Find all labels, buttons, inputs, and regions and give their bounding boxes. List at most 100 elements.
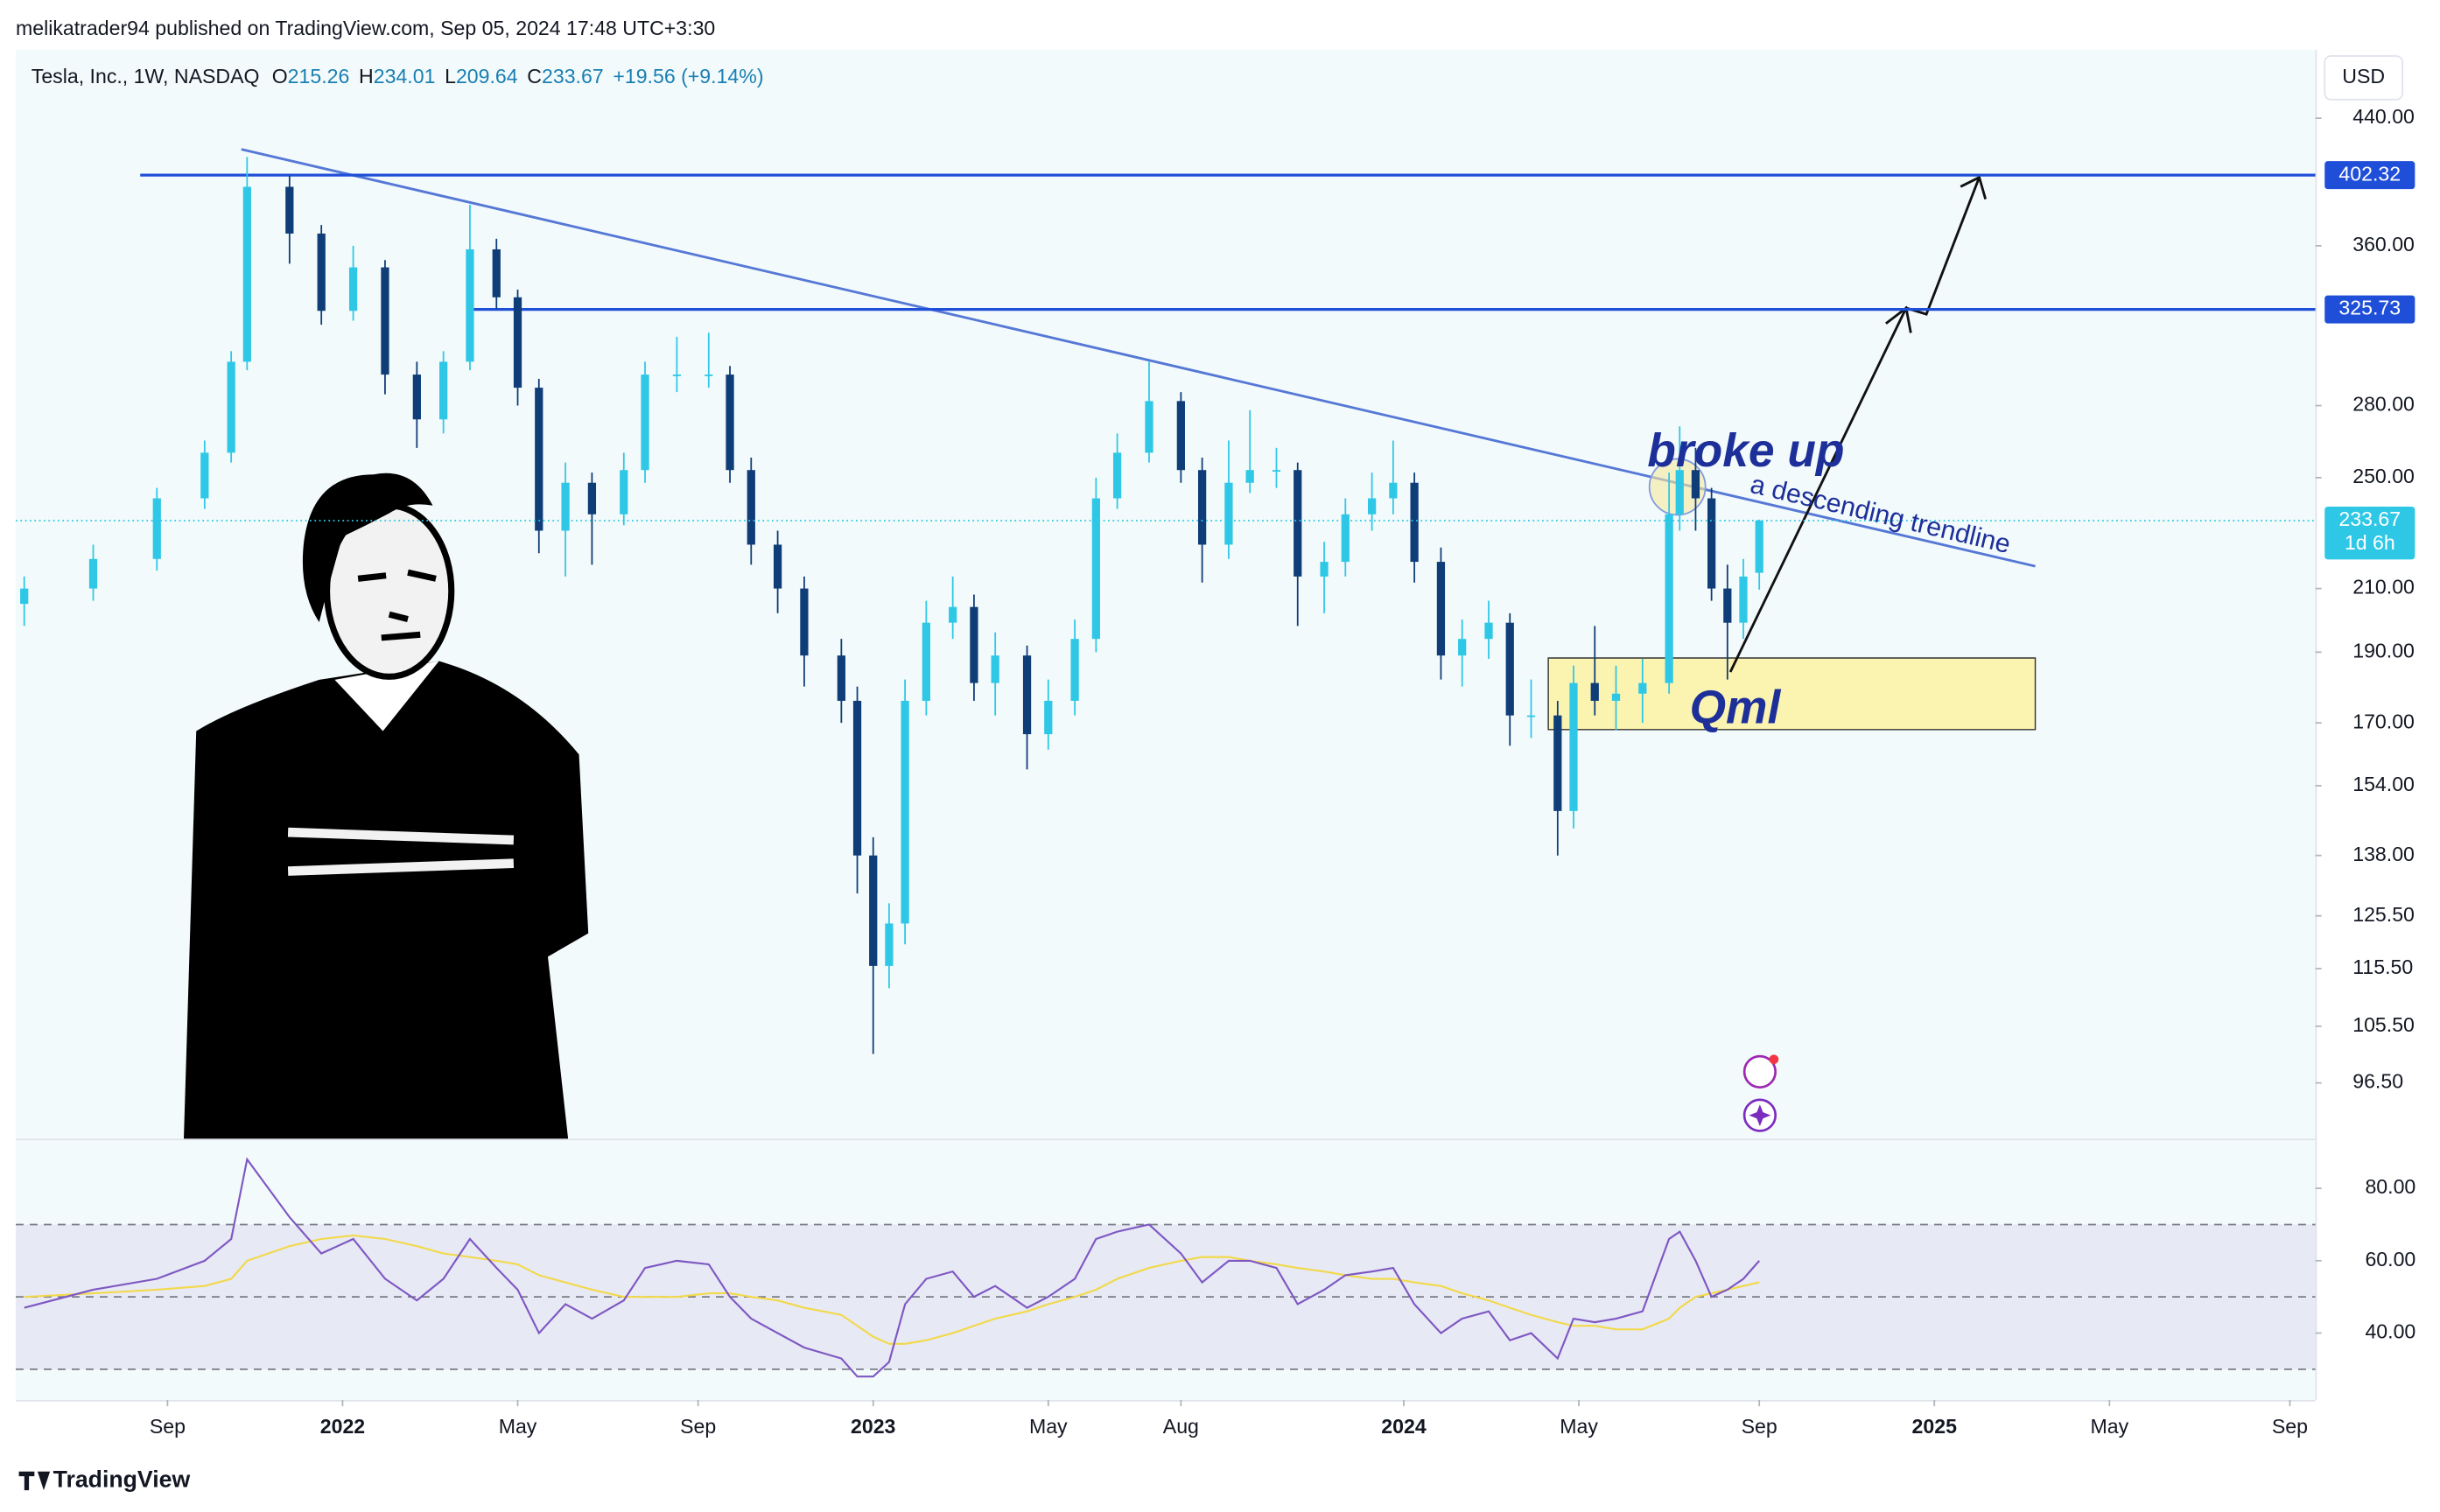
candle-body <box>1739 576 1748 623</box>
candle-body <box>773 544 782 589</box>
x-tick-label: Aug <box>1163 1415 1199 1438</box>
candle-body <box>726 374 734 471</box>
x-tick-label: 2023 <box>851 1415 896 1438</box>
x-tick-label: 2025 <box>1912 1415 1958 1438</box>
candle-body <box>837 655 845 701</box>
ideas-icon-star <box>1749 1104 1771 1127</box>
x-tick-label: Sep <box>680 1415 716 1438</box>
candle-body <box>1245 470 1254 483</box>
candle-body <box>1755 520 1763 573</box>
candle-body <box>1723 588 1732 623</box>
candle-body <box>1707 498 1716 589</box>
candle-body <box>88 558 98 589</box>
x-tick-label: May <box>499 1415 537 1438</box>
candle-body <box>1022 655 1032 735</box>
candle-body <box>1112 452 1122 499</box>
publisher: melikatrader94 published on TradingView.… <box>16 17 715 39</box>
x-tick-label: May <box>1560 1415 1598 1438</box>
candle-body <box>1665 514 1673 683</box>
photo <box>184 472 589 1139</box>
candle-body <box>1436 562 1446 656</box>
x-tick-label: 2024 <box>1381 1415 1427 1438</box>
candle-body <box>561 482 570 531</box>
candle-body <box>620 470 628 514</box>
candle-body <box>1294 470 1302 577</box>
y-tick-label: 105.50 <box>2352 1013 2415 1036</box>
candle-body <box>348 267 358 312</box>
candle-body <box>1458 639 1467 656</box>
hair <box>302 472 433 623</box>
candle-body <box>1145 401 1153 453</box>
candle-body <box>1638 682 1647 694</box>
candle-body <box>317 233 326 312</box>
candle-body <box>1675 470 1684 514</box>
y-tick-label: 125.50 <box>2352 903 2415 926</box>
y-tick-label: 280.00 <box>2352 393 2415 416</box>
rsi-line <box>24 1234 1760 1345</box>
y-tick-label: 80.00 <box>2365 1175 2415 1198</box>
ohlc-value: 215.26 <box>288 65 350 88</box>
candle-body <box>20 588 29 605</box>
x-tick-label: May <box>2090 1415 2128 1438</box>
price-level-label: 325.73 <box>2338 297 2401 319</box>
ohlc-value: 233.67 <box>542 65 604 88</box>
currency-button[interactable] <box>2324 55 2403 101</box>
ohlc-label: H <box>359 65 374 88</box>
candle-body <box>227 361 235 453</box>
annotation: Qml <box>1690 682 1782 734</box>
candle-body <box>1526 715 1536 718</box>
candle-body <box>901 700 909 924</box>
ohlc-label: O <box>272 65 288 88</box>
candle-body <box>1272 470 1281 472</box>
y-tick-label: 170.00 <box>2352 710 2415 732</box>
candle-body <box>1224 482 1233 545</box>
candle-body <box>1553 715 1562 811</box>
candle-body <box>1091 498 1100 640</box>
candle-body <box>1320 562 1329 577</box>
currency[interactable]: USD <box>2342 65 2385 88</box>
candle-body <box>513 297 522 388</box>
candle-body <box>747 470 755 545</box>
ohlc-value: 234.01 <box>374 65 436 88</box>
qml-box <box>1547 657 2037 731</box>
price-level-label: 402.32 <box>2338 162 2401 185</box>
brand-logo <box>18 1471 51 1491</box>
candle-body <box>1484 622 1493 640</box>
candle-body <box>1176 401 1185 471</box>
x-tick-label: May <box>1029 1415 1068 1438</box>
candle-body <box>672 374 682 376</box>
y-tick-label: 60.00 <box>2365 1248 2415 1270</box>
brand: TradingView <box>53 1466 191 1492</box>
y-tick-label: 210.00 <box>2352 576 2415 598</box>
candle-body <box>1070 639 1079 701</box>
alert-dot <box>1769 1054 1779 1064</box>
candle-body <box>1367 498 1377 514</box>
ohlc-label: L <box>445 65 456 88</box>
candle-body <box>587 482 597 514</box>
candle-body <box>152 498 161 559</box>
candle-body <box>1505 622 1514 716</box>
symbol: Tesla, Inc., 1W, NASDAQ <box>32 65 260 88</box>
candle-body <box>949 606 957 623</box>
collar <box>334 661 439 732</box>
candle-body <box>492 248 501 298</box>
candle-body <box>466 248 474 362</box>
projection-arrow <box>1728 175 1988 673</box>
x-tick-label: Sep <box>1742 1415 1777 1438</box>
annotation: broke up <box>1647 425 1844 477</box>
price-level-tag <box>2324 295 2415 324</box>
candle-body <box>439 361 448 420</box>
candle-body <box>1389 482 1398 499</box>
alert-icon[interactable] <box>1742 1054 1777 1088</box>
candle-body <box>970 606 978 683</box>
candle-body <box>885 923 894 966</box>
candle-body <box>381 267 389 375</box>
candle-body <box>1569 682 1578 811</box>
y-tick-label: 96.50 <box>2352 1070 2403 1093</box>
last-price-label: 233.67 <box>2338 508 2401 530</box>
y-tick-label: 115.50 <box>2352 956 2413 978</box>
candle-body <box>1611 693 1621 701</box>
candle-body <box>705 374 713 376</box>
